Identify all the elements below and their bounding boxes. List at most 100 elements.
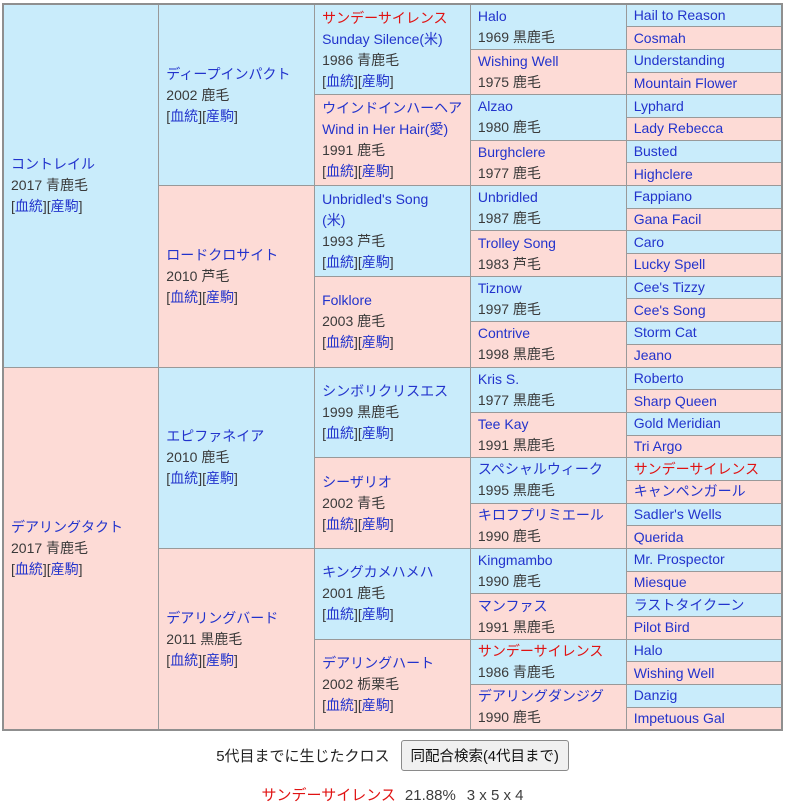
- progeny-link[interactable]: 産駒: [361, 515, 390, 532]
- horse-name-link[interactable]: デアリングタクト: [11, 518, 123, 535]
- horse-name-link[interactable]: Cee's Tizzy: [633, 279, 705, 296]
- bloodline-link[interactable]: 血統: [325, 72, 354, 89]
- horse-name-link[interactable]: ウインドインハーヘア: [322, 100, 463, 117]
- horse-name-link[interactable]: Tee Kay: [477, 416, 529, 433]
- bloodline-link[interactable]: 血統: [170, 288, 199, 305]
- progeny-link[interactable]: 産駒: [361, 606, 390, 623]
- horse-name-link[interactable]: Folklore: [322, 292, 372, 309]
- horse-name-link[interactable]: シンボリクリスエス: [322, 382, 449, 399]
- horse-name-link[interactable]: Understanding: [633, 52, 725, 69]
- horse-name-link[interactable]: Unbridled's Song: [322, 190, 429, 207]
- horse-name-link[interactable]: Roberto: [633, 369, 684, 386]
- horse-name-link[interactable]: Pilot Bird: [633, 619, 690, 636]
- bracket-close: ]: [233, 107, 238, 124]
- bloodline-link[interactable]: 血統: [325, 606, 354, 623]
- horse-name-link[interactable]: Kingmambo: [477, 552, 553, 569]
- progeny-link[interactable]: 産駒: [50, 198, 79, 215]
- horse-name-link[interactable]: デアリングハート: [322, 654, 435, 671]
- horse-name-link[interactable]: Storm Cat: [633, 324, 697, 341]
- horse-name-link[interactable]: コントレイル: [11, 156, 95, 173]
- horse-name-link[interactable]: Kris S.: [477, 370, 520, 387]
- horse-english-name-link[interactable]: Wind in Her Hair(愛): [322, 121, 449, 138]
- bloodline-link[interactable]: 血統: [170, 470, 199, 487]
- horse-name-link[interactable]: Tiznow: [477, 279, 522, 296]
- horse-name-link[interactable]: キングカメハメハ: [322, 564, 434, 581]
- progeny-link[interactable]: 産駒: [361, 253, 390, 270]
- horse-english-name-link[interactable]: Sunday Silence(米): [322, 30, 443, 47]
- horse-name-link[interactable]: Busted: [633, 142, 678, 159]
- horse-name-link[interactable]: Wishing Well: [633, 664, 715, 681]
- progeny-link[interactable]: 産駒: [205, 651, 234, 668]
- horse-name-link[interactable]: エピファネイア: [166, 428, 265, 445]
- horse-name-link[interactable]: Lady Rebecca: [633, 120, 724, 137]
- horse-name-link[interactable]: Tri Argo: [633, 437, 683, 454]
- progeny-link[interactable]: 産駒: [361, 72, 390, 89]
- horse-name-link[interactable]: Mountain Flower: [633, 74, 738, 91]
- horse-name-link[interactable]: Lyphard: [633, 97, 684, 114]
- horse-name-link[interactable]: サンデーサイレンス: [322, 9, 448, 26]
- cross-horse-name-link[interactable]: サンデーサイレンス: [261, 787, 396, 804]
- bracket-open: [: [322, 163, 326, 180]
- horse-name-link[interactable]: Gana Facil: [633, 211, 702, 228]
- bloodline-link[interactable]: 血統: [325, 253, 354, 270]
- progeny-link[interactable]: 産駒: [361, 334, 390, 351]
- horse-name-link[interactable]: Contrive: [477, 325, 531, 342]
- horse-name-link[interactable]: Miesque: [633, 574, 687, 591]
- progeny-link[interactable]: 産駒: [361, 424, 390, 441]
- same-mating-search-button[interactable]: 同配合検索(4代目まで): [400, 740, 569, 771]
- horse-name-link[interactable]: Highclere: [633, 165, 693, 182]
- horse-name-link[interactable]: Mr. Prospector: [633, 551, 725, 568]
- horse-name-link[interactable]: Danzig: [633, 687, 678, 704]
- progeny-link[interactable]: 産駒: [361, 163, 390, 180]
- horse-name-link[interactable]: Burghclere: [477, 143, 546, 160]
- progeny-link[interactable]: 産駒: [205, 470, 234, 487]
- horse-name-link[interactable]: スペシャルウィーク: [477, 461, 603, 478]
- horse-name-link[interactable]: Alzao: [477, 98, 513, 115]
- horse-name-link[interactable]: Cee's Song: [633, 301, 706, 318]
- bloodline-link[interactable]: 血統: [325, 424, 354, 441]
- horse-name-link[interactable]: ラストタイクーン: [633, 596, 745, 613]
- horse-name-link[interactable]: シーザリオ: [322, 473, 392, 490]
- horse-name-link[interactable]: Wishing Well: [477, 53, 559, 70]
- bloodline-link[interactable]: 血統: [170, 107, 199, 124]
- horse-name-link[interactable]: Trolley Song: [477, 234, 556, 251]
- horse-name-link[interactable]: キャンペンガール: [633, 483, 746, 500]
- horse-name-link[interactable]: Hail to Reason: [633, 7, 726, 24]
- horse-name-link[interactable]: Sharp Queen: [633, 392, 717, 409]
- horse-name-link[interactable]: ロードクロサイト: [166, 246, 279, 263]
- horse-name-link[interactable]: デアリングバード: [166, 609, 279, 626]
- horse-name-link[interactable]: Unbridled: [477, 189, 538, 206]
- horse-name-link[interactable]: Fappiano: [633, 188, 693, 205]
- horse-year-coat: 1995 黒鹿毛: [477, 482, 555, 499]
- horse-name-link[interactable]: サンデーサイレンス: [633, 460, 760, 477]
- horse-name-link[interactable]: マンファス: [477, 597, 548, 614]
- progeny-link[interactable]: 産駒: [205, 288, 234, 305]
- horse-name-link[interactable]: Impetuous Gal: [633, 709, 725, 726]
- horse-name-link[interactable]: Cosmah: [633, 29, 686, 46]
- bloodline-link[interactable]: 血統: [325, 163, 354, 180]
- horse-english-name-link[interactable]: (米): [322, 211, 346, 228]
- progeny-link[interactable]: 産駒: [361, 696, 390, 713]
- horse-name-link[interactable]: Lucky Spell: [633, 256, 706, 273]
- bloodline-link[interactable]: 血統: [170, 651, 199, 668]
- progeny-link[interactable]: 産駒: [50, 560, 79, 577]
- bloodline-link[interactable]: 血統: [14, 198, 43, 215]
- horse-name-link[interactable]: キロフプリミエール: [477, 506, 604, 523]
- horse-name-link[interactable]: Gold Meridian: [633, 415, 721, 432]
- bloodline-link[interactable]: 血統: [325, 515, 354, 532]
- horse-name-link[interactable]: サンデーサイレンス: [477, 642, 604, 659]
- progeny-link[interactable]: 産駒: [205, 107, 234, 124]
- horse-name-link[interactable]: デアリングダンジグ: [477, 688, 604, 705]
- pedigree-cell-gen5-4: Lyphard: [625, 94, 783, 118]
- bloodline-link[interactable]: 血統: [14, 560, 43, 577]
- horse-name-link[interactable]: Halo: [633, 642, 663, 659]
- horse-name-link[interactable]: Querida: [633, 528, 684, 545]
- pedigree-cell-gen3-1: ウインドインハーヘア Wind in Her Hair(愛) 1991 鹿毛 [血統]…: [314, 94, 471, 186]
- bloodline-link[interactable]: 血統: [325, 696, 354, 713]
- horse-name-link[interactable]: Halo: [477, 7, 507, 24]
- bloodline-link[interactable]: 血統: [325, 334, 354, 351]
- horse-name-link[interactable]: Jeano: [633, 347, 672, 364]
- horse-name-link[interactable]: Caro: [633, 233, 665, 250]
- horse-name-link[interactable]: Sadler's Wells: [633, 505, 722, 522]
- horse-name-link[interactable]: ディープインパクト: [166, 65, 291, 82]
